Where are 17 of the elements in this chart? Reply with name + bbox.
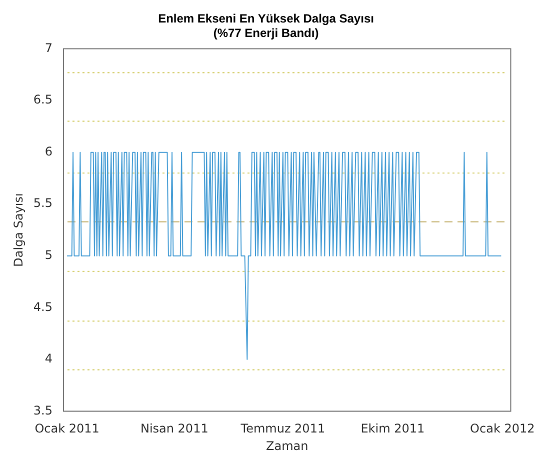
y-tick-label: 5	[44, 248, 52, 262]
y-tick-label: 6.5	[33, 92, 52, 107]
chart-subtitle: (%77 Enerji Bandı)	[213, 26, 319, 40]
x-tick-label: Temmuz 2011	[240, 422, 326, 436]
y-tick-label: 4.5	[33, 300, 52, 314]
y-tick-label: 4	[44, 352, 52, 366]
y-axis-title: Dalga Sayısı	[11, 193, 26, 267]
y-tick-label: 6	[44, 144, 52, 158]
y-tick-label: 7	[44, 40, 52, 55]
x-tick-label: Ocak 2012	[470, 422, 535, 436]
x-axis-title: Zaman	[266, 438, 308, 453]
y-tick-label: 3.5	[33, 403, 52, 418]
x-tick-label: Ekim 2011	[360, 422, 425, 436]
x-tick-label: Ocak 2011	[34, 422, 100, 436]
chart-title: Enlem Ekseni En Yüksek Dalga Sayısı	[158, 12, 374, 26]
y-tick-label: 5.5	[33, 196, 52, 210]
x-tick-label: Nisan 2011	[140, 422, 208, 436]
